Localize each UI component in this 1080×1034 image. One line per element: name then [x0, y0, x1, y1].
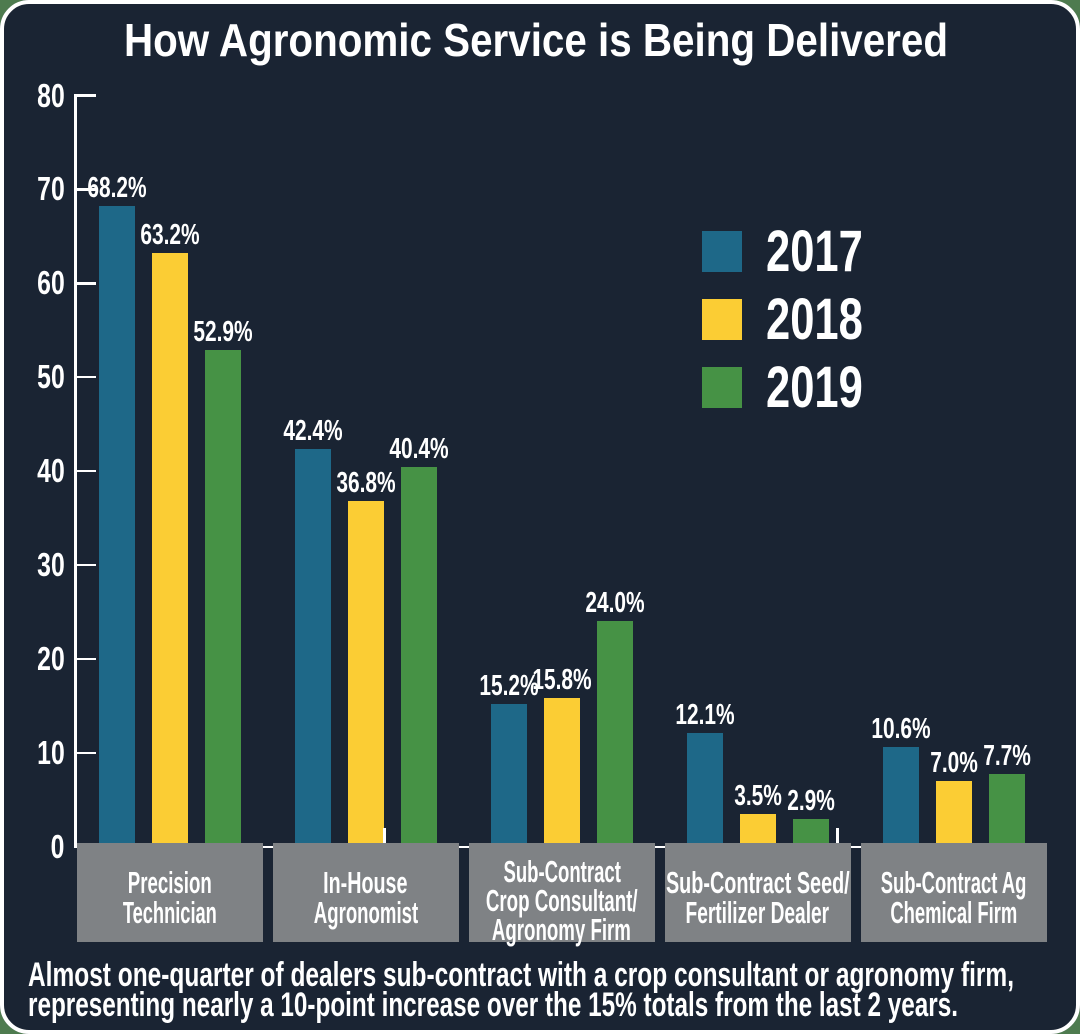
y-tick-label-50: 50 [36, 358, 65, 396]
legend-swatch-2017 [702, 230, 742, 272]
category-box-5: Sub-Contract Ag Chemical Firm [860, 843, 1047, 943]
y-tick-label-0: 0 [50, 827, 65, 865]
bar-2017-category-2 [294, 448, 331, 846]
category-box-label-3: Sub-Contract Crop Consultant/Agronomy Fir… [485, 853, 638, 947]
legend-swatch-2018 [702, 298, 742, 340]
y-tick-30 [74, 563, 96, 567]
y-tick-10 [74, 751, 96, 755]
bar-value-label-2017-category-4: 12.1% [674, 699, 735, 732]
bar-value-label-2017-category-3: 15.2% [478, 669, 539, 702]
bar-2017-category-1 [98, 206, 135, 846]
category-box-1: Precision Technician [76, 843, 263, 943]
legend-swatch-2019 [702, 367, 742, 409]
bar-2017-category-4 [686, 733, 723, 846]
category-box-label-1: Precision Technician [122, 864, 217, 930]
bar-value-label-2019-category-4: 2.9% [787, 785, 835, 818]
bar-2018-category-4 [739, 813, 776, 846]
y-tick-label-60: 60 [36, 264, 65, 302]
y-tick-40 [74, 469, 96, 473]
bar-value-label-2019-category-5: 7.7% [983, 740, 1031, 773]
bar-value-label-2019-category-1: 52.9% [193, 315, 253, 348]
bar-value-label-2019-category-3: 24.0% [585, 587, 645, 620]
category-box-label-5: Sub-Contract Ag Chemical Firm [880, 864, 1027, 930]
bar-2018-category-1 [151, 253, 188, 846]
category-box-2: In-House Agronomist [272, 843, 459, 943]
bar-2017-category-3 [490, 703, 527, 846]
category-box-label-4: Sub-Contract Seed/Fertilizer Dealer [665, 864, 850, 930]
y-tick-50 [74, 375, 96, 379]
x-axis-tick-mark-1 [382, 828, 386, 846]
bar-value-label-2017-category-5: 10.6% [870, 713, 931, 746]
category-box-3: Sub-Contract Crop Consultant/Agronomy Fir… [468, 843, 655, 945]
bar-2017-category-5 [882, 747, 919, 846]
legend-label-2017: 2017 [766, 218, 863, 284]
bar-value-label-2017-category-2: 42.4% [282, 414, 343, 447]
chart-title: How Agronomic Service is Being Delivered [124, 14, 949, 66]
y-tick-label-70: 70 [36, 170, 65, 208]
y-tick-80 [74, 94, 96, 97]
bar-value-label-2018-category-3: 15.8% [532, 664, 592, 697]
caption-line-2: representing nearly a 10-point increase … [28, 986, 958, 1024]
legend-label-2018: 2018 [766, 286, 863, 352]
y-tick-70 [74, 188, 96, 191]
category-box-4: Sub-Contract Seed/Fertilizer Dealer [664, 843, 851, 943]
y-tick-label-30: 30 [36, 546, 65, 583]
bar-2019-category-2 [400, 467, 437, 846]
bar-2018-category-3 [543, 698, 580, 846]
caption-line-1: Almost one-quarter of dealers sub-contra… [28, 956, 1015, 994]
bar-value-label-2018-category-4: 3.5% [733, 779, 782, 812]
bar-2019-category-5 [988, 774, 1025, 846]
bar-2019-category-1 [204, 349, 241, 846]
bar-value-label-2018-category-2: 36.8% [336, 467, 396, 500]
y-tick-label-10: 10 [36, 733, 65, 771]
legend-label-2019: 2019 [766, 355, 863, 421]
y-tick-label-20: 20 [36, 639, 65, 677]
x-axis-tick-mark-2 [836, 828, 839, 846]
category-box-label-2: In-House Agronomist [313, 864, 418, 930]
y-tick-60 [74, 282, 96, 285]
bar-2018-category-5 [935, 780, 972, 846]
bar-2018-category-2 [347, 501, 384, 846]
bar-value-label-2018-category-1: 63.2% [140, 219, 200, 252]
y-tick-label-80: 80 [36, 76, 65, 114]
bar-value-label-2017-category-1: 68.2% [86, 172, 147, 205]
y-tick-label-40: 40 [36, 452, 65, 490]
bar-value-label-2019-category-2: 40.4% [389, 433, 449, 466]
bar-value-label-2018-category-5: 7.0% [929, 746, 978, 779]
bar-2019-category-3 [596, 621, 633, 846]
y-tick-20 [74, 657, 96, 661]
bar-2019-category-4 [792, 819, 829, 846]
